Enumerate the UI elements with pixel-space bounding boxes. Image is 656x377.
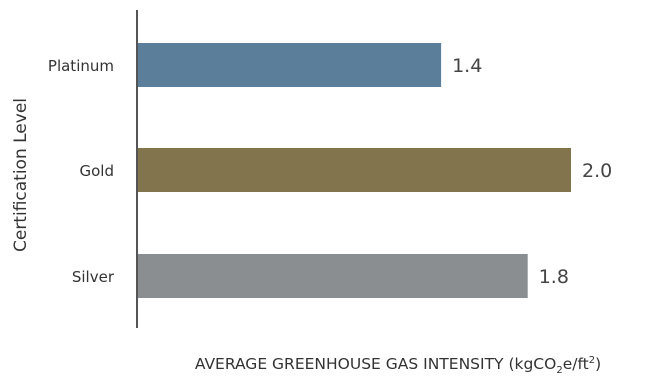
- data-label-silver: 1.8: [539, 266, 569, 288]
- bar-platinum: [138, 43, 442, 87]
- data-label-gold: 2.0: [582, 160, 612, 182]
- data-label-platinum: 1.4: [452, 55, 482, 77]
- category-label-platinum: Platinum: [48, 57, 114, 75]
- bar-gold: [138, 148, 571, 192]
- x-axis-title-superscript: 2: [589, 355, 595, 366]
- x-axis-title-prefix: AVERAGE GREENHOUSE GAS INTENSITY (kgCO: [195, 355, 557, 373]
- category-label-gold: Gold: [80, 162, 115, 180]
- labels-layer: Platinum 1.4 Gold 2.0 Silver 1.8: [48, 55, 612, 288]
- x-axis-title-subscript: 2: [556, 365, 562, 376]
- y-axis-title: Certification Level: [11, 98, 31, 252]
- category-label-silver: Silver: [72, 268, 115, 286]
- bar-silver: [138, 254, 528, 298]
- bars-layer: [138, 43, 571, 298]
- x-axis-title: AVERAGE GREENHOUSE GAS INTENSITY (kgCO2e…: [195, 355, 601, 376]
- x-axis-title-suffix: ): [595, 355, 601, 373]
- x-axis-title-mid: e/ft: [563, 355, 589, 373]
